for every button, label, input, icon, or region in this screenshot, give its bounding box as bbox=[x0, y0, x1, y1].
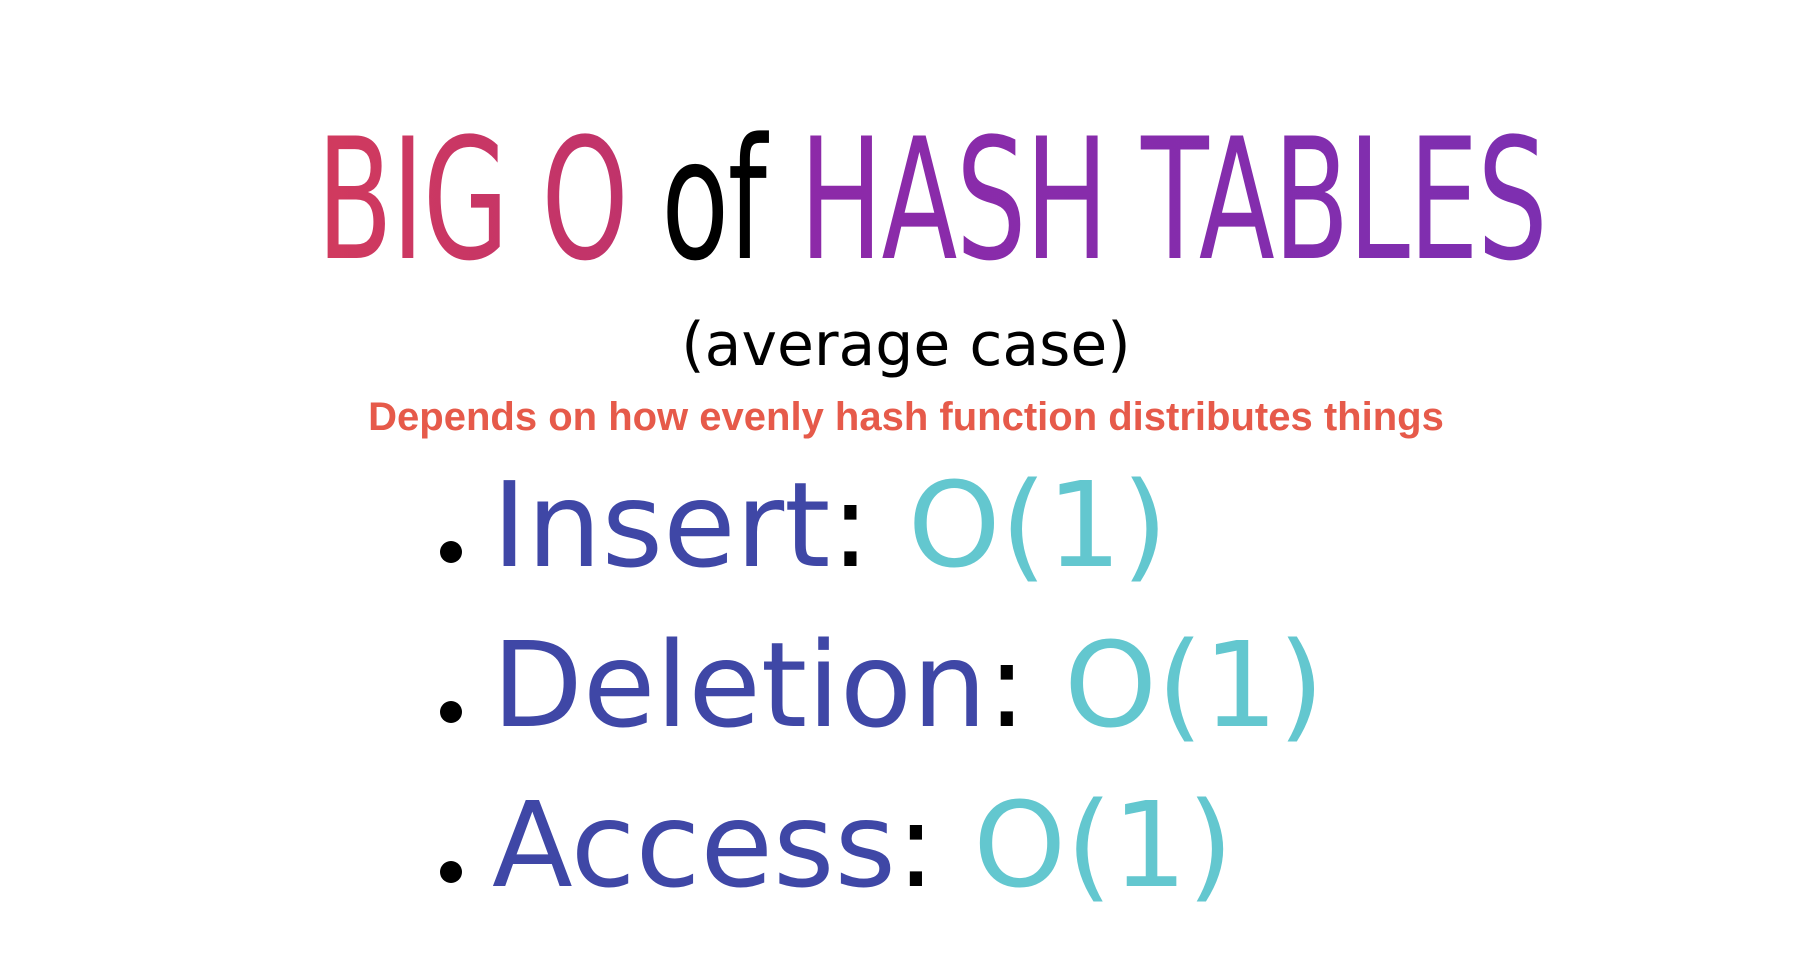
colon: : bbox=[830, 456, 908, 594]
operations-list: Insert: O(1) Deletion: O(1) Access: O(1) bbox=[440, 450, 1324, 930]
operation-deletion: Deletion: O(1) bbox=[440, 610, 1324, 770]
colon: : bbox=[986, 616, 1065, 754]
operation-access: Access: O(1) bbox=[440, 770, 1324, 930]
title-wrap: BIG O of HASH TABLES bbox=[316, 102, 1548, 298]
title-of: of bbox=[661, 102, 767, 298]
operation-name: Deletion bbox=[492, 616, 987, 754]
bullet-icon bbox=[440, 540, 462, 563]
operation-complexity: O(1) bbox=[1064, 616, 1325, 754]
title-big-o: BIG O bbox=[316, 102, 629, 298]
distribution-note: Depends on how evenly hash function dist… bbox=[368, 395, 1444, 439]
colon: : bbox=[895, 776, 974, 914]
bullet-icon bbox=[440, 860, 462, 883]
slide-subtitle: (average case) bbox=[681, 310, 1131, 380]
bullet-icon bbox=[440, 700, 462, 723]
operation-name: Access bbox=[492, 776, 896, 914]
operation-name: Insert bbox=[492, 456, 831, 594]
slide-title: BIG O of HASH TABLES bbox=[0, 105, 1812, 295]
operation-complexity: O(1) bbox=[907, 456, 1168, 594]
operation-insert: Insert: O(1) bbox=[440, 450, 1324, 610]
operation-complexity: O(1) bbox=[973, 776, 1234, 914]
title-hash-tables: HASH TABLES bbox=[799, 102, 1547, 298]
